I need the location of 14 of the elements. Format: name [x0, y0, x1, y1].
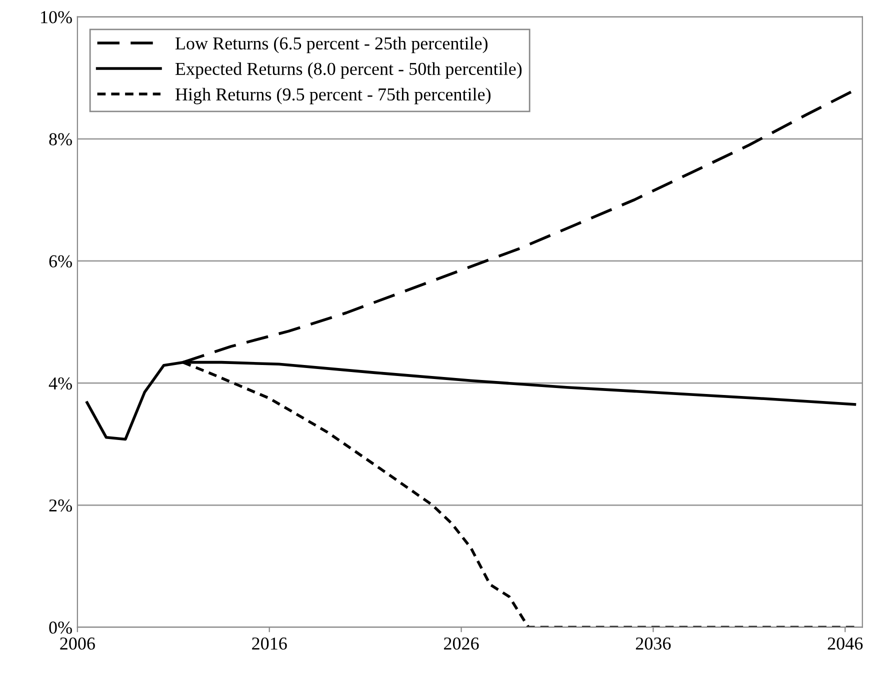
x-tick-label: 2046 [828, 637, 863, 650]
legend-label: Expected Returns (8.0 percent - 50th percentile) [175, 62, 522, 79]
legend-label: High Returns (9.5 percent - 75th percentile) [175, 88, 491, 104]
x-tick-label: 2006 [60, 637, 95, 650]
y-tick-label: 10% [41, 11, 72, 24]
y-tick-label: 2% [49, 499, 72, 512]
x-tick-label: 2036 [636, 637, 671, 650]
y-tick-label: 4% [48, 377, 72, 390]
legend-label: Low Returns (6.5 percent - 25th percentile) [175, 36, 488, 54]
x-tick-label: 2016 [252, 637, 287, 650]
y-tick-label: 8% [49, 133, 72, 146]
x-tick-label: 2026 [444, 637, 479, 650]
y-tick-label: 0% [49, 621, 72, 634]
y-tick-label: 6% [49, 255, 72, 268]
